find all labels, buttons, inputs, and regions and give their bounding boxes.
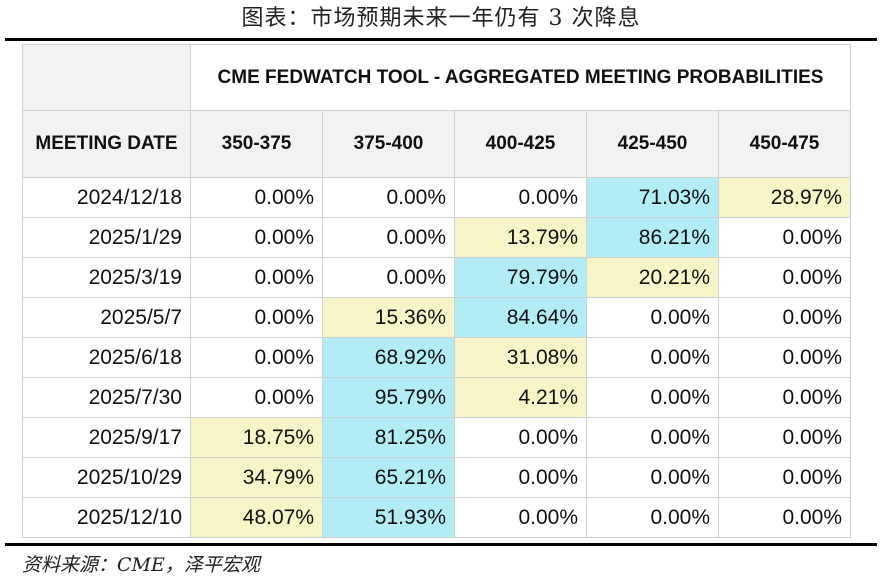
table-row: 2025/5/7 0.00% 15.36% 84.64% 0.00% 0.00% bbox=[22, 297, 851, 338]
table-row: 2025/7/30 0.00% 95.79% 4.21% 0.00% 0.00% bbox=[22, 377, 851, 418]
header-row: MEETING DATE 350-375 375-400 400-425 425… bbox=[22, 110, 851, 178]
probability-cell: 0.00% bbox=[322, 257, 455, 298]
probability-cell: 0.00% bbox=[586, 497, 719, 538]
meeting-date-cell: 2025/6/18 bbox=[22, 337, 191, 378]
probability-cell: 0.00% bbox=[586, 377, 719, 418]
probability-cell: 0.00% bbox=[190, 257, 323, 298]
column-header: 450-475 bbox=[718, 110, 851, 178]
probability-cell: 0.00% bbox=[718, 297, 851, 338]
probability-cell: 0.00% bbox=[190, 177, 323, 218]
probability-cell: 68.92% bbox=[322, 337, 455, 378]
probability-cell: 0.00% bbox=[454, 417, 587, 458]
probability-cell: 0.00% bbox=[586, 337, 719, 378]
table-row: 2025/3/19 0.00% 0.00% 79.79% 20.21% 0.00% bbox=[22, 257, 851, 298]
column-header: 425-450 bbox=[586, 110, 719, 178]
probability-cell: 71.03% bbox=[586, 177, 719, 218]
probability-cell: 13.79% bbox=[454, 217, 587, 258]
probability-cell: 0.00% bbox=[190, 217, 323, 258]
meeting-date-header: MEETING DATE bbox=[22, 110, 191, 178]
probability-cell: 95.79% bbox=[322, 377, 455, 418]
meeting-date-cell: 2025/5/7 bbox=[22, 297, 191, 338]
probability-cell: 0.00% bbox=[718, 377, 851, 418]
probability-cell: 0.00% bbox=[190, 297, 323, 338]
probability-cell: 18.75% bbox=[190, 417, 323, 458]
probability-cell: 31.08% bbox=[454, 337, 587, 378]
probability-cell: 79.79% bbox=[454, 257, 587, 298]
table-row: 2025/9/17 18.75% 81.25% 0.00% 0.00% 0.00% bbox=[22, 417, 851, 458]
probability-cell: 0.00% bbox=[190, 337, 323, 378]
meeting-date-cell: 2025/7/30 bbox=[22, 377, 191, 418]
corner-cell bbox=[22, 44, 191, 111]
table-row: 2024/12/18 0.00% 0.00% 0.00% 71.03% 28.97% bbox=[22, 177, 851, 218]
source-note: 资料来源：CME，泽平宏观 bbox=[22, 554, 260, 576]
probability-cell: 0.00% bbox=[586, 457, 719, 498]
probability-cell: 48.07% bbox=[190, 497, 323, 538]
probability-cell: 0.00% bbox=[322, 217, 455, 258]
probability-cell: 4.21% bbox=[454, 377, 587, 418]
probability-cell: 0.00% bbox=[718, 497, 851, 538]
probability-cell: 0.00% bbox=[454, 457, 587, 498]
probability-cell: 86.21% bbox=[586, 217, 719, 258]
meeting-date-cell: 2024/12/18 bbox=[22, 177, 191, 218]
table-row: 2025/12/10 48.07% 51.93% 0.00% 0.00% 0.00% bbox=[22, 497, 851, 538]
probability-table-container: CME FEDWATCH TOOL - AGGREGATED MEETING P… bbox=[22, 44, 851, 538]
probability-cell: 34.79% bbox=[190, 457, 323, 498]
banner-row: CME FEDWATCH TOOL - AGGREGATED MEETING P… bbox=[22, 44, 851, 111]
probability-cell: 0.00% bbox=[718, 257, 851, 298]
table-banner: CME FEDWATCH TOOL - AGGREGATED MEETING P… bbox=[190, 44, 851, 111]
probability-cell: 0.00% bbox=[190, 377, 323, 418]
probability-cell: 0.00% bbox=[454, 177, 587, 218]
column-header: 400-425 bbox=[454, 110, 587, 178]
bottom-rule bbox=[5, 543, 877, 546]
table-row: 2025/6/18 0.00% 68.92% 31.08% 0.00% 0.00% bbox=[22, 337, 851, 378]
probability-cell: 0.00% bbox=[586, 417, 719, 458]
probability-cell: 0.00% bbox=[718, 337, 851, 378]
probability-cell: 84.64% bbox=[454, 297, 587, 338]
meeting-date-cell: 2025/3/19 bbox=[22, 257, 191, 298]
probability-cell: 15.36% bbox=[322, 297, 455, 338]
meeting-date-cell: 2025/9/17 bbox=[22, 417, 191, 458]
meeting-date-cell: 2025/12/10 bbox=[22, 497, 191, 538]
probability-cell: 0.00% bbox=[322, 177, 455, 218]
figure-title: 图表：市场预期未来一年仍有 3 次降息 bbox=[241, 6, 641, 31]
column-header: 350-375 bbox=[190, 110, 323, 178]
probability-cell: 0.00% bbox=[718, 217, 851, 258]
probability-cell: 0.00% bbox=[454, 497, 587, 538]
column-header: 375-400 bbox=[322, 110, 455, 178]
probability-cell: 20.21% bbox=[586, 257, 719, 298]
probability-cell: 65.21% bbox=[322, 457, 455, 498]
probability-cell: 28.97% bbox=[718, 177, 851, 218]
probability-cell: 0.00% bbox=[586, 297, 719, 338]
probability-cell: 0.00% bbox=[718, 457, 851, 498]
probability-table: CME FEDWATCH TOOL - AGGREGATED MEETING P… bbox=[22, 44, 851, 538]
meeting-date-cell: 2025/1/29 bbox=[22, 217, 191, 258]
probability-cell: 81.25% bbox=[322, 417, 455, 458]
probability-cell: 51.93% bbox=[322, 497, 455, 538]
table-row: 2025/1/29 0.00% 0.00% 13.79% 86.21% 0.00% bbox=[22, 217, 851, 258]
top-rule bbox=[5, 38, 877, 41]
table-row: 2025/10/29 34.79% 65.21% 0.00% 0.00% 0.00% bbox=[22, 457, 851, 498]
meeting-date-cell: 2025/10/29 bbox=[22, 457, 191, 498]
probability-cell: 0.00% bbox=[718, 417, 851, 458]
